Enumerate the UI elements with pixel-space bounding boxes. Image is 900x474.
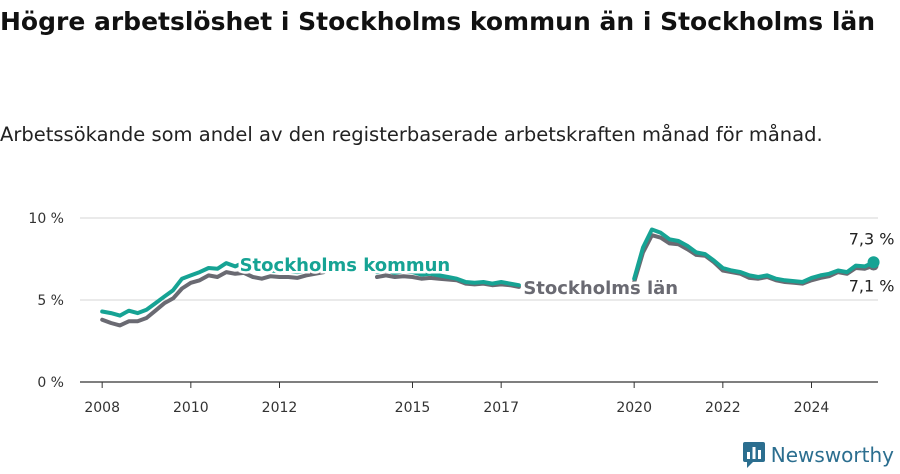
end-value-label-lan: 7,1 % [849, 277, 895, 296]
x-tick-label: 2024 [794, 400, 830, 416]
series-label-stockholms-kommun: Stockholms kommun [240, 255, 451, 276]
axes: 0 % 5 % 10 % 2008 2010 2012 2015 2017 2020 2022 20… [28, 211, 878, 416]
bar-chart-logo-icon [742, 442, 765, 468]
x-tick-label: 2008 [84, 400, 120, 416]
y-tick-label: 5 % [37, 293, 64, 309]
gridlines [80, 217, 878, 301]
brand-name: Newsworthy [770, 443, 894, 467]
x-tick-label: 2012 [262, 400, 298, 416]
series-lines [100, 227, 880, 328]
series-label-stockholms-lan: Stockholms län [523, 278, 678, 299]
x-tick-label: 2015 [395, 400, 431, 416]
x-tick-label: 2017 [483, 400, 519, 416]
x-tick-label: 2010 [173, 400, 209, 416]
series-labels: Stockholms kommun Stockholms län 7,3 % 7,1 … [237, 229, 895, 301]
chart-subtitle: Arbetssökande som andel av den registerb… [0, 123, 823, 146]
x-tick-label: 2022 [705, 400, 741, 416]
y-tick-label: 10 % [28, 211, 64, 227]
y-tick-label: 0 % [37, 375, 64, 391]
end-value-label-kommun: 7,3 % [849, 229, 895, 248]
series-end-point-stockholms-kommun [867, 256, 880, 269]
x-tick-label: 2020 [616, 400, 652, 416]
series-line-stockholms-kommun [100, 227, 876, 318]
chart-title: Högre arbetslöshet i Stockholms kommun ä… [0, 7, 876, 36]
series-line-stockholms-lan [100, 233, 876, 328]
newsworthy-logo: Newsworthy [742, 442, 894, 468]
